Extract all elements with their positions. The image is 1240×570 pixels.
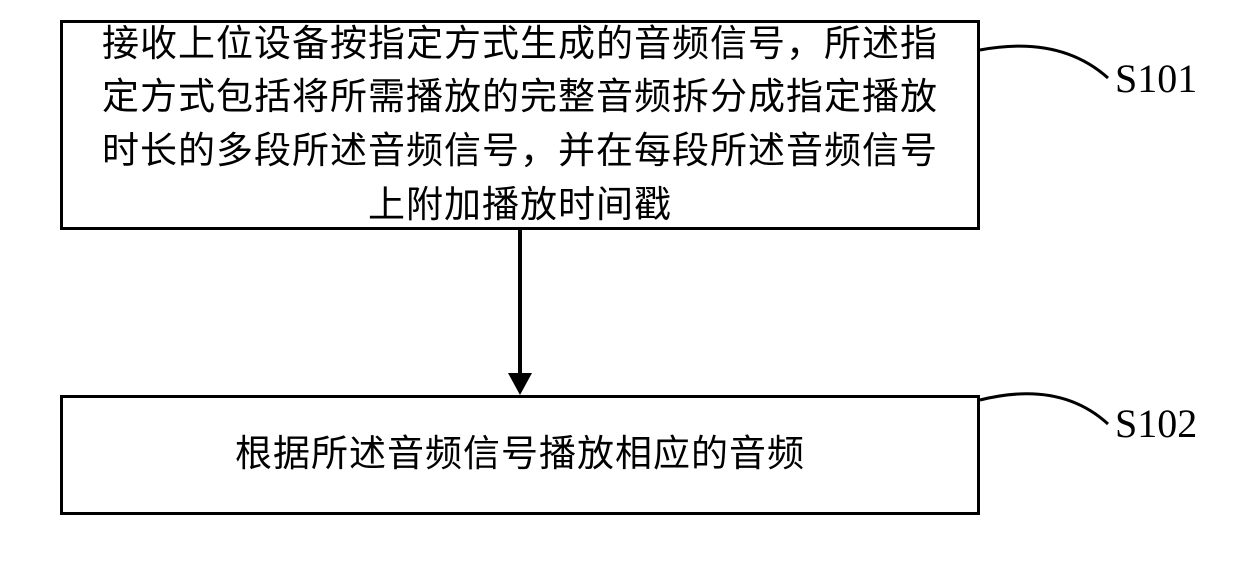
leader-s101-curve <box>976 31 1112 82</box>
step-s102-box: 根据所述音频信号播放相应的音频 <box>60 395 980 515</box>
step-s101-text: 接收上位设备按指定方式生成的音频信号，所述指定方式包括将所需播放的完整音频拆分成… <box>87 18 953 233</box>
step-s101-label: S101 <box>1115 55 1197 102</box>
leader-s102-curve <box>976 376 1112 428</box>
arrow-line <box>518 230 522 373</box>
step-s102-label: S102 <box>1115 400 1197 447</box>
arrow-head-icon <box>508 373 532 395</box>
step-s101-box: 接收上位设备按指定方式生成的音频信号，所述指定方式包括将所需播放的完整音频拆分成… <box>60 20 980 230</box>
flowchart-canvas: 接收上位设备按指定方式生成的音频信号，所述指定方式包括将所需播放的完整音频拆分成… <box>0 0 1240 570</box>
step-s102-text: 根据所述音频信号播放相应的音频 <box>235 428 805 482</box>
